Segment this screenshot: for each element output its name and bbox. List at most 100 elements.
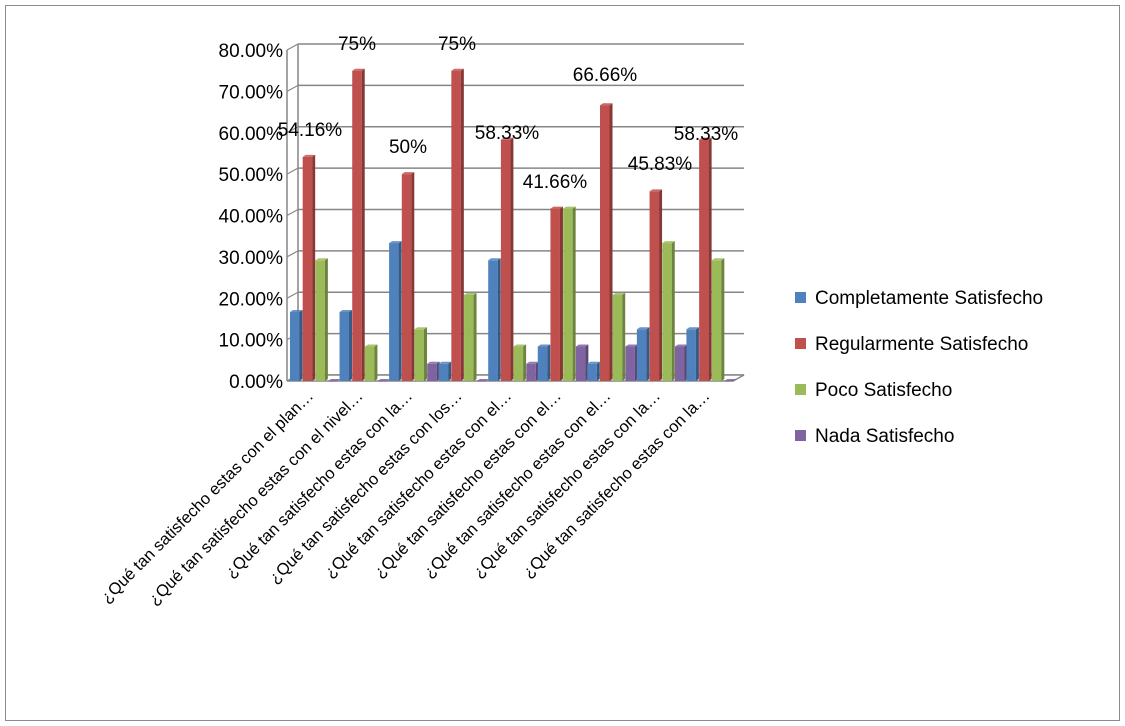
- bar: [587, 363, 597, 381]
- bar: [674, 346, 685, 381]
- legend-swatch: [795, 292, 806, 303]
- bar: [537, 346, 548, 381]
- bar-side: [596, 361, 600, 381]
- bar-top: [513, 344, 527, 347]
- bar-top: [414, 327, 427, 330]
- data-label: 75%: [438, 34, 476, 55]
- gridline-side: [286, 291, 299, 299]
- bar-top: [537, 344, 551, 347]
- data-label: 41.66%: [523, 172, 588, 193]
- gridline-side: [286, 167, 299, 175]
- y-tick-label: 30.00%: [219, 248, 284, 269]
- bar-top: [389, 241, 402, 244]
- data-label: 58.33%: [475, 123, 540, 144]
- bar-top: [377, 379, 391, 381]
- gridline-side: [286, 208, 299, 217]
- bar-side: [448, 361, 452, 381]
- bar: [662, 243, 672, 381]
- bar-top: [500, 137, 514, 140]
- bar-side: [349, 310, 353, 381]
- bar-top: [674, 344, 688, 347]
- bar-side: [460, 68, 464, 381]
- data-label: 75%: [338, 34, 376, 55]
- bar: [600, 105, 610, 382]
- bar-side: [374, 344, 378, 381]
- gridline-side: [286, 43, 299, 51]
- y-tick-label: 10.00%: [219, 331, 284, 352]
- bar-top: [364, 344, 378, 347]
- bar: [711, 260, 722, 381]
- gridline-side: [286, 126, 299, 134]
- bar-side: [523, 344, 527, 381]
- bar: [427, 363, 437, 381]
- bar-top: [427, 361, 440, 364]
- bar-top: [339, 310, 353, 313]
- bar-side: [411, 172, 415, 381]
- bar-top: [711, 258, 725, 261]
- bar-side: [646, 327, 650, 381]
- legend-label: Poco Satisfecho: [815, 380, 952, 401]
- bar-top: [612, 292, 626, 295]
- bar: [339, 312, 350, 381]
- bar-side: [559, 206, 563, 381]
- bar-side: [547, 344, 551, 381]
- bar: [575, 346, 586, 381]
- bar: [451, 70, 461, 381]
- gridline-side: [286, 250, 299, 258]
- bar-top: [587, 361, 600, 364]
- bar-top: [451, 68, 464, 71]
- bar-top: [302, 154, 316, 157]
- bar-side: [312, 154, 316, 381]
- bar-side: [510, 137, 514, 381]
- bar-side: [572, 206, 576, 381]
- gridline-side: [286, 84, 299, 92]
- bar: [724, 381, 735, 382]
- bar: [289, 312, 300, 381]
- bar: [513, 346, 524, 381]
- bar-top: [649, 189, 663, 192]
- data-label: 54.16%: [278, 120, 343, 141]
- y-tick-label: 70.00%: [219, 82, 284, 103]
- bar-side: [609, 103, 613, 382]
- bar: [649, 191, 660, 381]
- bar-side: [708, 137, 712, 381]
- bar: [636, 329, 647, 381]
- bar: [352, 70, 362, 381]
- bar-top: [526, 361, 539, 364]
- bar-side: [695, 327, 699, 381]
- bar-side: [324, 258, 328, 381]
- legend-swatch: [795, 338, 806, 349]
- bar-top: [686, 327, 699, 330]
- bar-top: [315, 258, 328, 261]
- bar: [328, 381, 338, 382]
- data-label: 66.66%: [573, 65, 638, 86]
- bar-side: [398, 241, 402, 381]
- bar-side: [423, 327, 427, 381]
- bar-top: [563, 206, 576, 209]
- bar: [364, 346, 375, 381]
- bar-top: [662, 241, 675, 244]
- data-label: 50%: [389, 137, 427, 158]
- bar-top: [488, 258, 501, 261]
- y-tick-label: 80.00%: [219, 41, 284, 62]
- bar: [686, 329, 696, 381]
- bar-side: [721, 258, 725, 381]
- bar-top: [636, 327, 650, 330]
- bar: [377, 381, 388, 382]
- bar: [625, 346, 635, 381]
- legend-label: Completamente Satisfecho: [815, 288, 1043, 309]
- y-tick-label: 0.00%: [229, 372, 283, 393]
- bar-side: [659, 189, 663, 381]
- bar: [612, 294, 623, 381]
- bar: [302, 156, 313, 381]
- bar-top: [699, 137, 712, 140]
- bar: [563, 208, 573, 381]
- bar: [438, 363, 449, 381]
- y-tick-label: 60.00%: [219, 124, 284, 145]
- bar-top: [575, 344, 589, 347]
- legend-swatch: [795, 430, 806, 441]
- bar-top: [438, 361, 452, 364]
- bar-side: [497, 258, 501, 381]
- bar-top: [401, 172, 415, 175]
